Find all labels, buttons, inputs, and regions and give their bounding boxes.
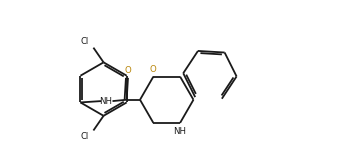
Text: Cl: Cl xyxy=(80,37,89,46)
Text: NH: NH xyxy=(173,127,186,136)
Text: Cl: Cl xyxy=(80,132,89,141)
Text: O: O xyxy=(150,65,157,74)
Text: NH: NH xyxy=(99,97,112,106)
Text: O: O xyxy=(125,65,131,74)
